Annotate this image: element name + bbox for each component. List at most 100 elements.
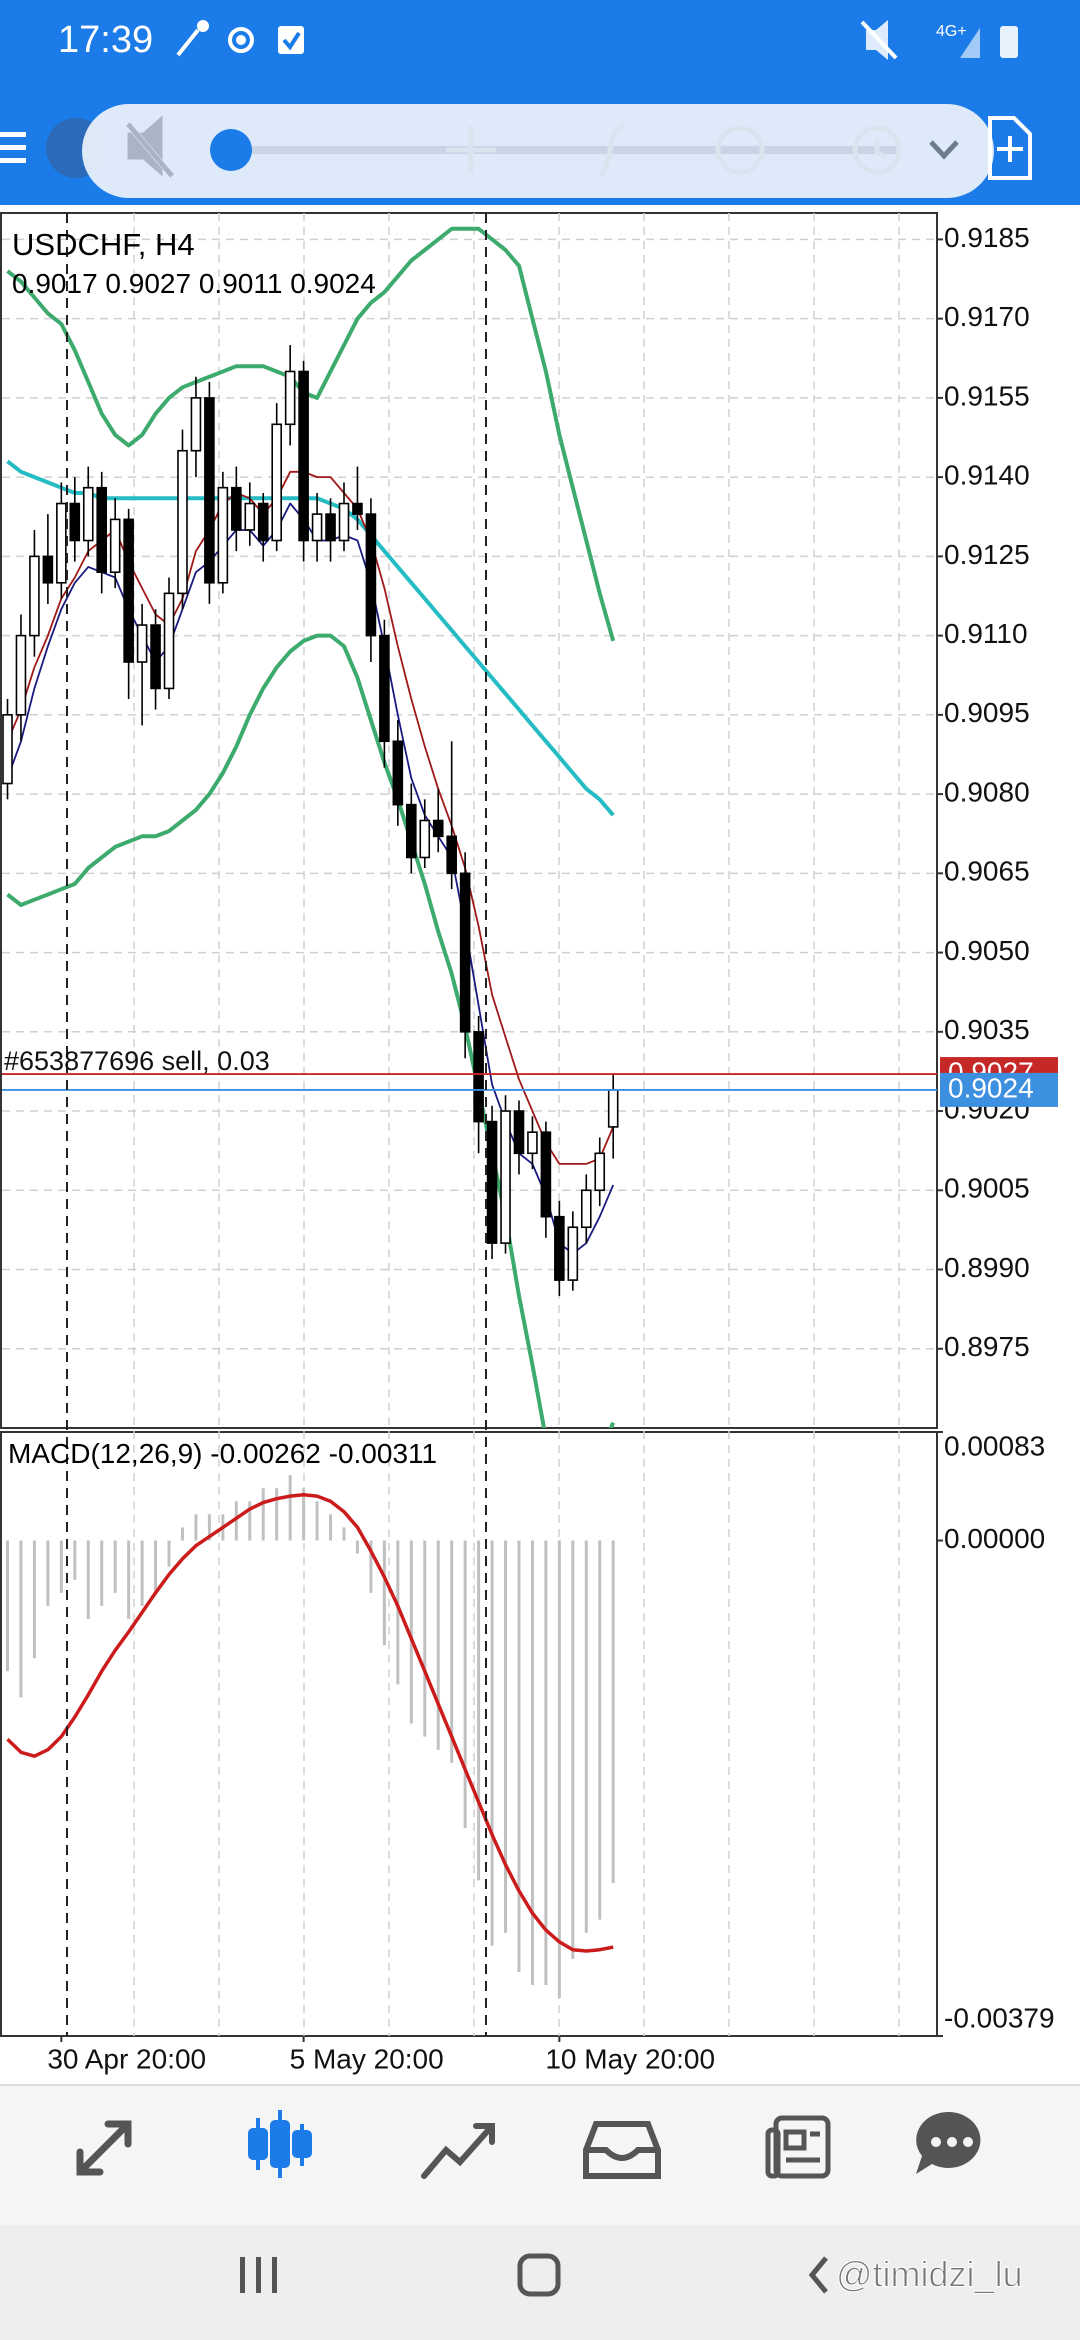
- y-tick-label: 0.9050: [944, 935, 1030, 966]
- candle-body: [82, 486, 94, 542]
- nav-chart[interactable]: [248, 2110, 312, 2178]
- network-label: 4G+: [936, 23, 967, 40]
- y-tick-label: 0.9155: [944, 380, 1030, 411]
- signal-value: -0.00311: [329, 1438, 437, 1469]
- indicator-line: [6, 226, 616, 642]
- status-icons-right: 4G+: [860, 20, 1018, 60]
- axes: 0.9185 0.9170 0.9155 0.9140 0.9125 0.9110 0.90…: [47, 222, 1058, 2074]
- nav-chat[interactable]: [916, 2111, 981, 2174]
- ohlc-value: 0.9011: [199, 268, 283, 299]
- status-icons-left: [176, 20, 304, 57]
- y-tick-label: 0.9140: [944, 460, 1030, 491]
- y-tick-label: -0.00379: [944, 2002, 1055, 2033]
- candle-body: [284, 370, 296, 426]
- candle-body: [244, 502, 256, 531]
- status-time: 17:39: [58, 19, 153, 61]
- price-plot: [2, 226, 937, 1428]
- ohlc-value: 0.9027: [105, 268, 191, 299]
- candle-body: [204, 397, 215, 584]
- nav-news[interactable]: [765, 2115, 831, 2179]
- new-order-button[interactable]: [988, 116, 1032, 180]
- candle-body: [56, 502, 67, 584]
- candle-body: [123, 518, 134, 663]
- candle-body: [446, 835, 457, 875]
- candle-body: [109, 518, 121, 574]
- bid-price-tag-label: 0.9024: [948, 1072, 1034, 1103]
- candle-body: [500, 1110, 511, 1244]
- candle-body: [311, 513, 323, 542]
- order-label: #653877696 sell, 0.03: [4, 1046, 270, 1076]
- system-back[interactable]: [808, 2256, 828, 2294]
- candle-body: [405, 803, 417, 859]
- vertical-grid: [133, 213, 900, 2036]
- candle-body: [379, 634, 390, 743]
- candle-body: [177, 449, 188, 595]
- indicator-line: [6, 470, 615, 1165]
- y-tick-label: 0.9170: [944, 301, 1030, 332]
- candle-body: [2, 714, 13, 785]
- candle-body: [150, 624, 161, 690]
- candle-body: [365, 513, 377, 637]
- candle-body: [325, 513, 336, 542]
- candle-body: [190, 397, 202, 452]
- nav-history[interactable]: [583, 2121, 661, 2179]
- candle-body: [271, 423, 283, 542]
- y-tick-label: 0.9125: [944, 539, 1030, 570]
- candle-body: [513, 1110, 525, 1155]
- macd-value: -0.00262: [210, 1438, 321, 1469]
- candle-body: [554, 1215, 565, 1281]
- candle-body: [567, 1226, 579, 1281]
- y-tick-label: 0.00083: [944, 1430, 1045, 1461]
- candle-body: [69, 502, 81, 542]
- zoom-slider-handle[interactable]: [210, 129, 252, 171]
- candle-body: [42, 555, 54, 584]
- bottom-nav-background: [0, 2085, 1080, 2225]
- system-home[interactable]: [517, 2253, 561, 2297]
- chart-title: USDCHF, H4: [12, 227, 195, 262]
- candle-body: [540, 1131, 552, 1218]
- candle-body: [473, 1031, 484, 1123]
- system-nav-background: [0, 2225, 1080, 2340]
- candle-body: [15, 634, 27, 716]
- candle-body: [231, 486, 242, 531]
- ohlc-readout: 0.9017 0.9027 0.9011 0.9024: [12, 268, 376, 299]
- menu-button[interactable]: [0, 132, 26, 163]
- candle-body: [29, 555, 40, 637]
- system-recents[interactable]: [240, 2257, 277, 2293]
- nav-quotes[interactable]: [76, 2120, 132, 2176]
- y-tick-label: 0.9005: [944, 1173, 1030, 1204]
- y-tick-label: 0.8975: [944, 1331, 1030, 1362]
- candle-body: [352, 502, 363, 515]
- y-tick-label: 0.8990: [944, 1252, 1030, 1283]
- candle-body: [163, 592, 175, 690]
- toolbar-icons: [125, 115, 959, 178]
- y-tick-label: 0.9035: [944, 1014, 1030, 1045]
- signal-line: [6, 1493, 614, 1953]
- indicator-line: [6, 633, 616, 1428]
- y-tick-label: 0.9065: [944, 856, 1030, 887]
- x-tick-label: 5 May 20:00: [290, 2043, 444, 2074]
- candle-body: [392, 740, 404, 806]
- price-panel-frame: [0, 212, 938, 1429]
- y-tick-label: 0.9095: [944, 697, 1030, 728]
- x-tick-label: 10 May 20:00: [545, 2043, 715, 2074]
- nav-trade[interactable]: [421, 2123, 495, 2179]
- macd-readout: MACD(12,26,9) -0.00262 -0.00311: [8, 1438, 437, 1469]
- macd-panel-frame: [0, 1431, 938, 2037]
- candle-body: [298, 370, 309, 542]
- y-tick-label: 0.9185: [944, 222, 1030, 253]
- candle-body: [96, 486, 108, 574]
- candle-body: [257, 502, 269, 542]
- candle-body: [594, 1152, 606, 1192]
- y-tick-label: 0.9080: [944, 776, 1030, 807]
- candle-body: [607, 1089, 619, 1128]
- macd-plot: [6, 1475, 615, 1999]
- candle-body: [459, 872, 471, 1033]
- watermark: @timidzi_lu: [836, 2254, 1023, 2295]
- candle-body: [527, 1131, 538, 1155]
- indicator-line: [6, 502, 615, 1255]
- ohlc-value: 0.9017: [12, 268, 98, 299]
- candle-body: [338, 502, 350, 542]
